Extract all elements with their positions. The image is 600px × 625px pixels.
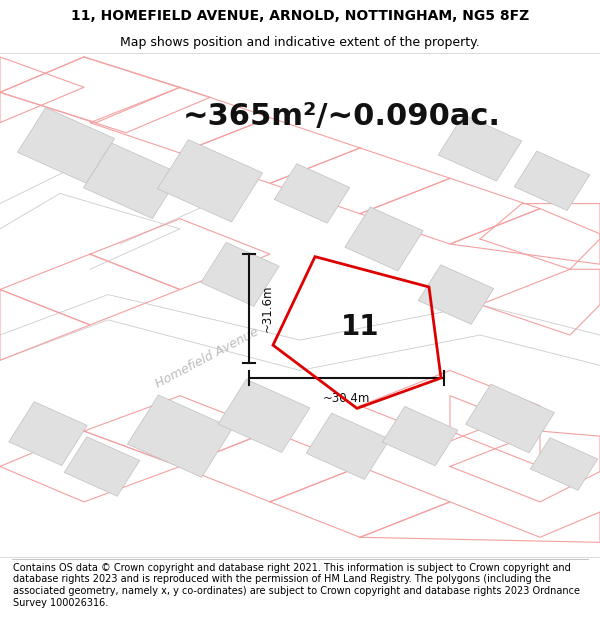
Polygon shape — [382, 406, 458, 466]
Text: ~365m²/~0.090ac.: ~365m²/~0.090ac. — [183, 102, 501, 131]
Polygon shape — [466, 384, 554, 452]
Text: ~30.4m: ~30.4m — [323, 392, 370, 405]
Polygon shape — [218, 379, 310, 452]
Text: 11, HOMEFIELD AVENUE, ARNOLD, NOTTINGHAM, NG5 8FZ: 11, HOMEFIELD AVENUE, ARNOLD, NOTTINGHAM… — [71, 9, 529, 23]
Polygon shape — [438, 115, 522, 181]
Polygon shape — [9, 402, 87, 466]
Polygon shape — [201, 242, 279, 306]
Polygon shape — [17, 107, 115, 183]
Polygon shape — [514, 151, 590, 211]
Text: ~31.6m: ~31.6m — [261, 285, 274, 332]
Polygon shape — [157, 139, 263, 222]
Text: Homefield Avenue: Homefield Avenue — [153, 325, 261, 391]
Text: Map shows position and indicative extent of the property.: Map shows position and indicative extent… — [120, 36, 480, 49]
Polygon shape — [83, 143, 181, 219]
Polygon shape — [64, 437, 140, 496]
Polygon shape — [418, 265, 494, 324]
Text: Contains OS data © Crown copyright and database right 2021. This information is : Contains OS data © Crown copyright and d… — [13, 563, 580, 608]
Polygon shape — [306, 413, 390, 479]
Polygon shape — [530, 438, 598, 490]
Text: 11: 11 — [341, 314, 379, 341]
Polygon shape — [345, 207, 423, 271]
Polygon shape — [274, 164, 350, 223]
Polygon shape — [127, 395, 233, 478]
